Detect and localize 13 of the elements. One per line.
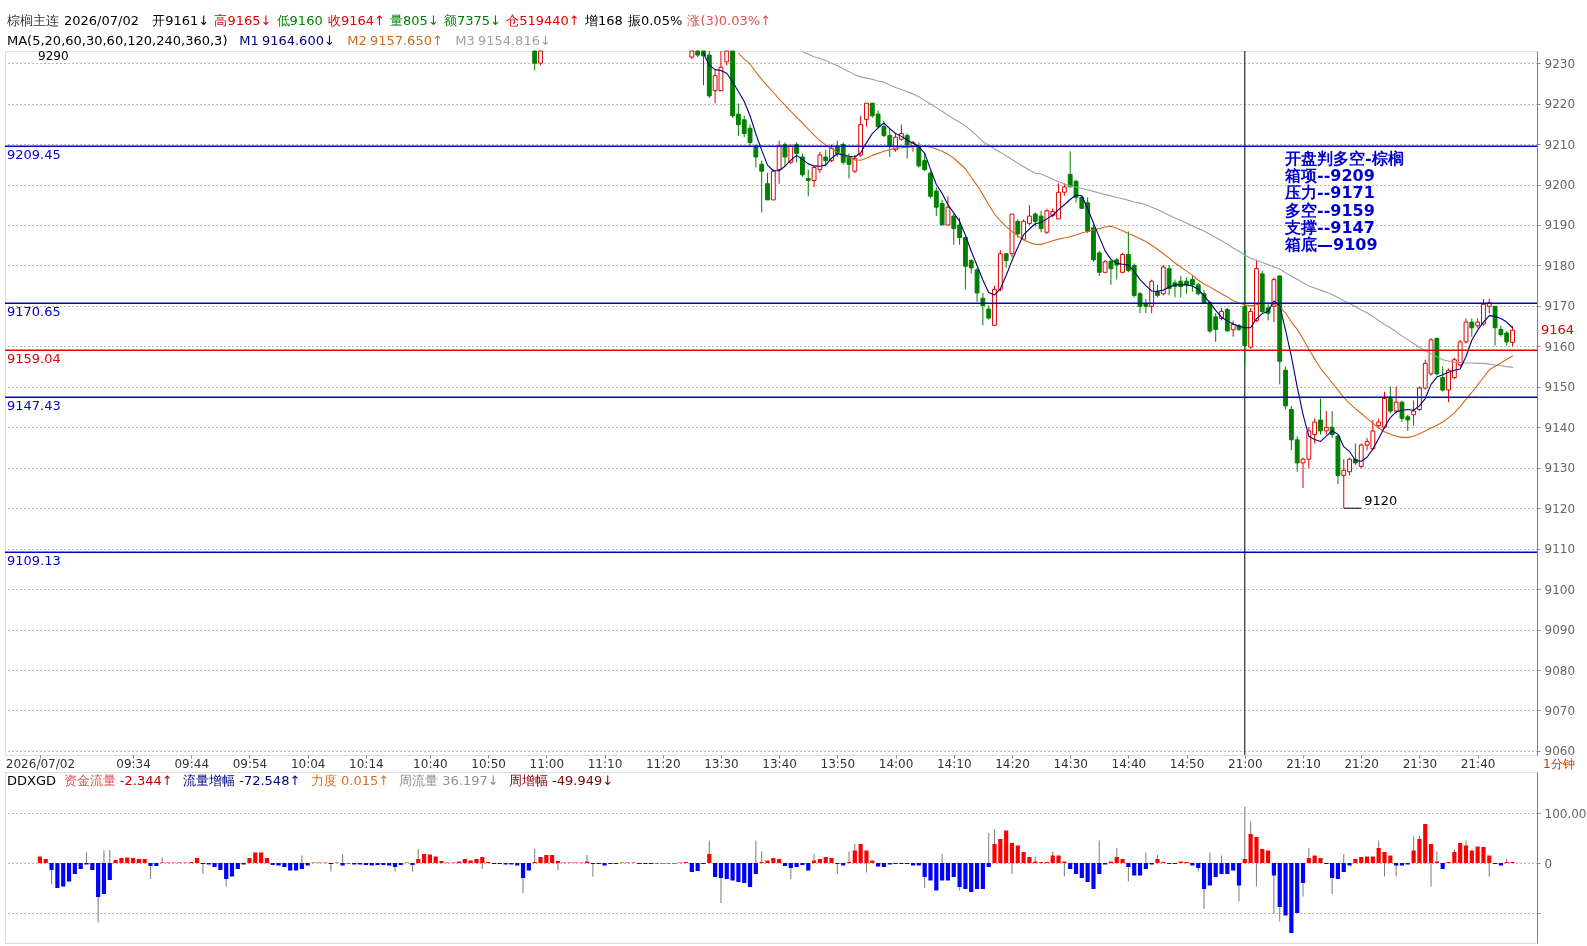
annotation: 流量增幅: [183, 773, 236, 788]
annotation: DDXGD: [7, 773, 57, 788]
y-tick-label: 0: [1544, 856, 1553, 871]
annotation: 周流量: [399, 773, 439, 788]
y-tick-label: 100.00: [1544, 806, 1587, 821]
annotation: -49.949↓: [552, 773, 614, 788]
annotation: 力度: [310, 773, 337, 788]
annotation: -72.548↑: [239, 773, 301, 788]
annotation: 36.197↓: [442, 773, 499, 788]
annotation: 周增幅: [509, 773, 549, 788]
annotation: 0.015↑: [340, 773, 390, 788]
annotation: 资金流量: [63, 773, 116, 788]
annotation: -2.344↑: [119, 773, 173, 788]
